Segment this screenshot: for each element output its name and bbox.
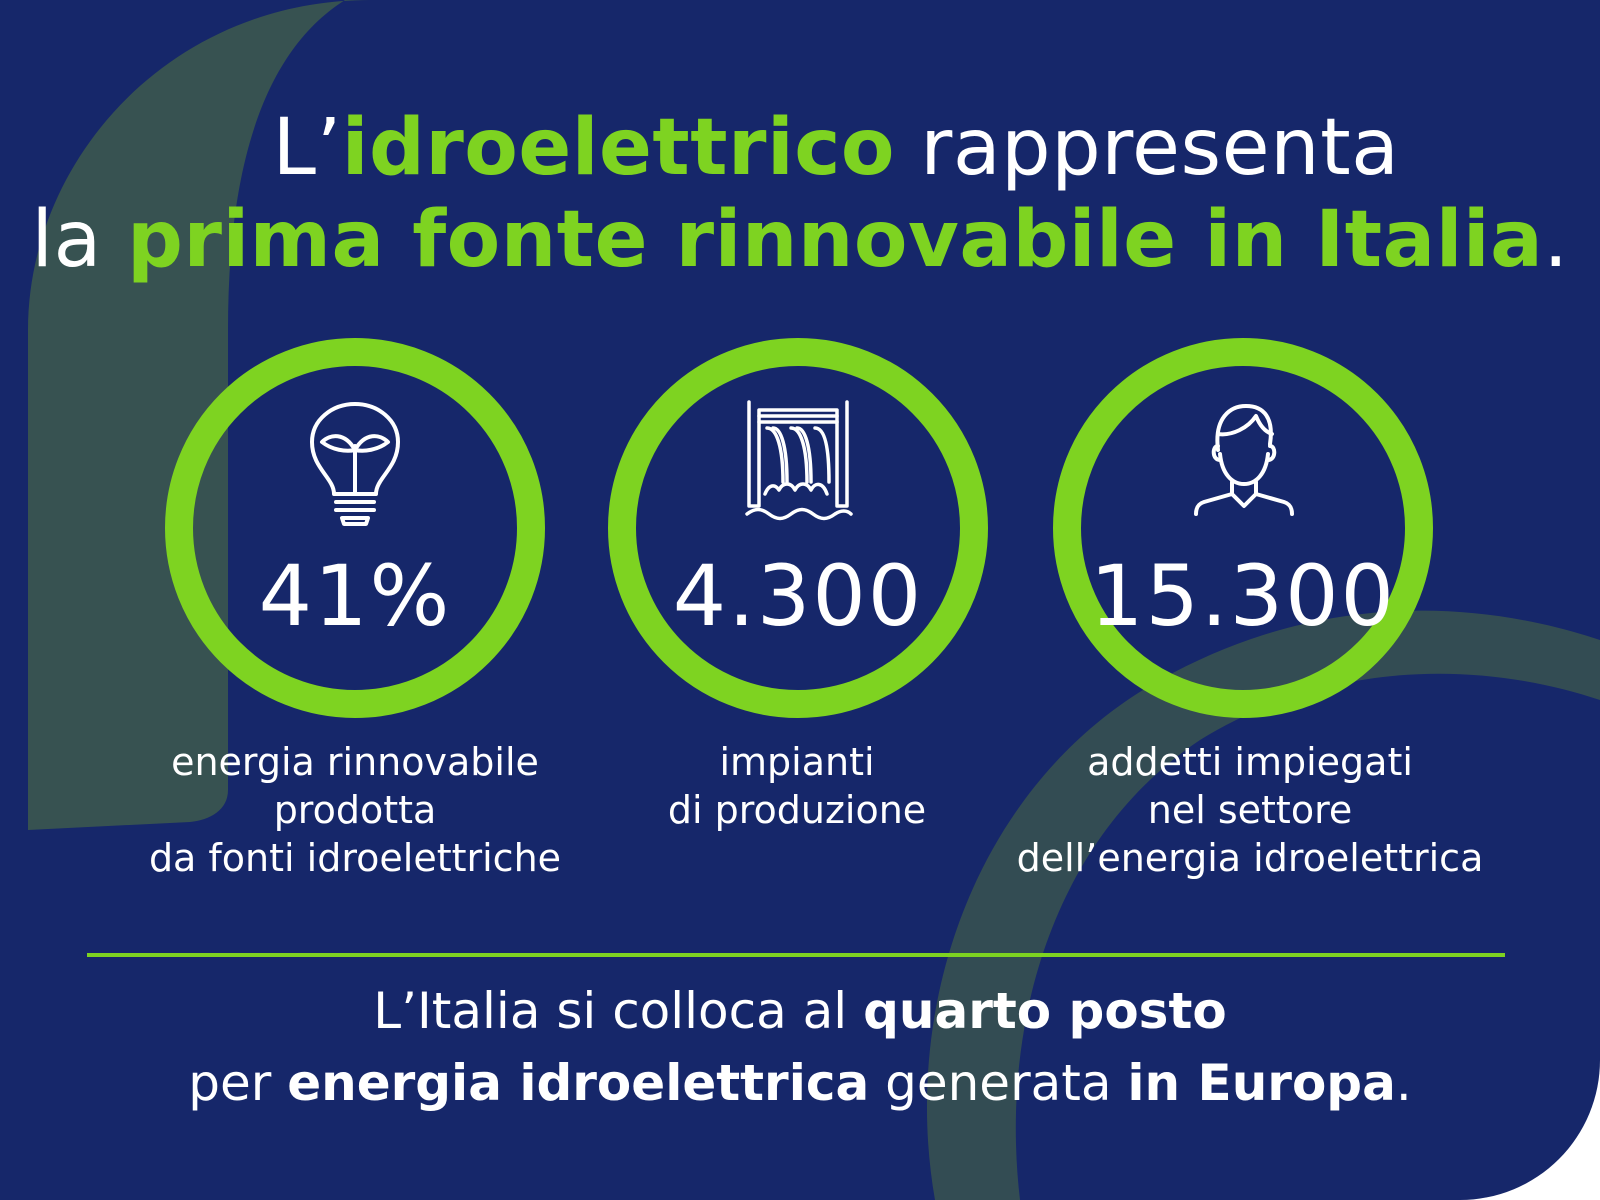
headline-line-1: L’idroelettrico rappresenta bbox=[0, 102, 1600, 194]
bottom-right-arc-decoration bbox=[926, 610, 1600, 1200]
stat-label-line: impianti bbox=[719, 740, 875, 784]
stat-value: 15.300 bbox=[1090, 547, 1396, 645]
footer-line-1: L’Italia si colloca al quarto posto bbox=[0, 978, 1600, 1044]
footer-2-text-c: generata bbox=[869, 1054, 1128, 1112]
stat-workers: 15.300 bbox=[1053, 338, 1433, 718]
dam-waterfall-icon bbox=[745, 400, 853, 521]
stat-ring bbox=[608, 338, 988, 718]
headline-1-prefix: L’ bbox=[272, 103, 342, 193]
footer-1-text: L’Italia si colloca al bbox=[373, 982, 864, 1040]
stat-plants: 4.300 bbox=[608, 338, 988, 718]
headline-2-highlight: prima fonte rinnovabile in Italia bbox=[127, 195, 1544, 285]
stat-label-line: energia rinnovabile bbox=[171, 740, 539, 784]
stat-label-plants: impianti di produzione bbox=[537, 738, 1057, 834]
footer-1-bold: quarto posto bbox=[863, 982, 1227, 1040]
headline-1-suffix: rappresenta bbox=[895, 103, 1400, 193]
lightbulb-leaf-icon bbox=[310, 402, 400, 526]
headline-2-prefix: la bbox=[31, 195, 128, 285]
stat-label-line: di produzione bbox=[667, 788, 927, 832]
footer-2-text-e: . bbox=[1395, 1054, 1412, 1112]
stat-label-renewable-share: energia rinnovabile prodotta da fonti id… bbox=[95, 738, 615, 882]
stat-label-line: addetti impiegati bbox=[1087, 740, 1413, 784]
stat-value: 4.300 bbox=[672, 547, 924, 645]
person-icon bbox=[1194, 404, 1294, 516]
headline-1-highlight: idroelettrico bbox=[341, 103, 896, 193]
footer-2-bold-d: in Europa bbox=[1127, 1054, 1396, 1112]
footer-2-text-a: per bbox=[188, 1054, 288, 1112]
stat-label-line: nel settore bbox=[1147, 788, 1353, 832]
stat-ring bbox=[1053, 338, 1433, 718]
stat-label-line: dell’energia idroelettrica bbox=[1016, 836, 1484, 880]
left-arc-decoration bbox=[28, 0, 370, 830]
stat-label-line: da fonti idroelettriche bbox=[148, 836, 562, 880]
headline-line-2: la prima fonte rinnovabile in Italia. bbox=[0, 194, 1600, 286]
stat-renewable-share: 41% bbox=[165, 338, 545, 718]
stat-label-workers: addetti impiegati nel settore dell’energ… bbox=[990, 738, 1510, 882]
divider-line bbox=[87, 953, 1505, 957]
footer-2-bold-b: energia idroelettrica bbox=[287, 1054, 870, 1112]
stat-value: 41% bbox=[258, 547, 452, 645]
footer-line-2: per energia idroelettrica generata in Eu… bbox=[0, 1050, 1600, 1116]
headline-2-suffix: . bbox=[1543, 195, 1569, 285]
stat-label-line: prodotta bbox=[273, 788, 437, 832]
stat-ring bbox=[165, 338, 545, 718]
